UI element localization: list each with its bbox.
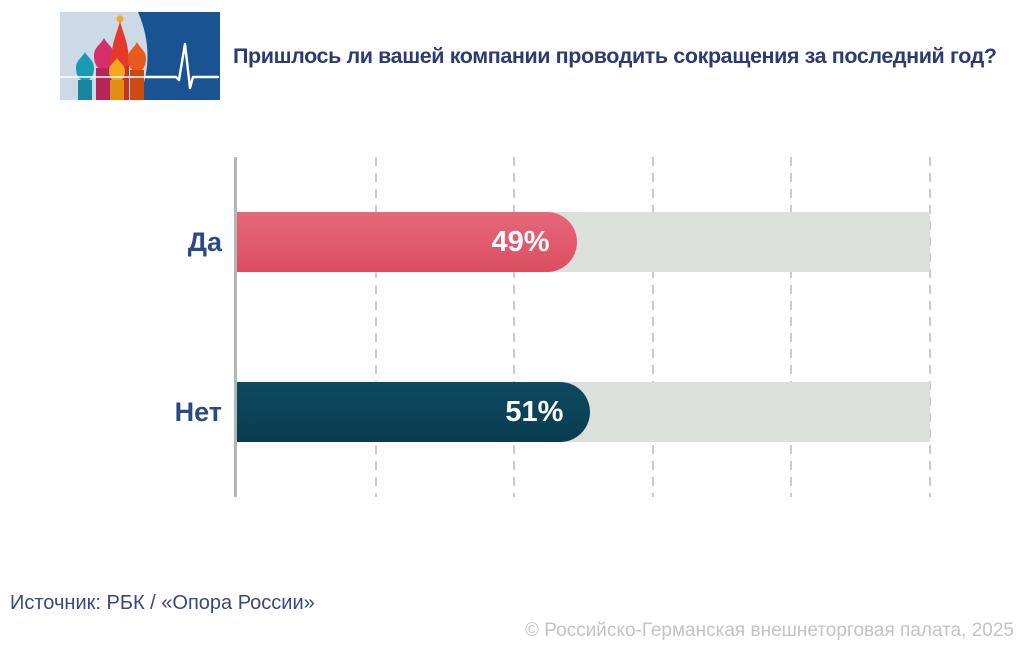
bar-fill: 49% [237,212,577,272]
cathedral-pulse-logo-graphic [60,12,220,100]
gridline [790,157,793,497]
y-axis-line [234,157,237,497]
source-text: Источник: РБК / «Опора России» [10,592,315,614]
gridline [651,157,654,497]
chart-title: Пришлось ли вашей компании проводить сок… [233,44,997,68]
value-label: 49% [491,226,550,258]
bar-row: Да 49% [188,212,930,272]
category-label: Нет [174,397,222,427]
bar-track: 51% [237,382,930,442]
category-label: Да [187,227,222,257]
copyright-text: © Российско-Германская внешнеторговая па… [525,620,1014,641]
bar-fill: 51% [237,382,591,442]
ahk-logo [60,12,220,100]
bar-row: Нет 51% [175,382,930,442]
bar-chart: Да 49% Нет 51% [175,157,931,497]
gridline [374,157,377,497]
bar-track: 49% [237,212,930,272]
gridline [513,157,516,497]
gridline [929,157,931,497]
value-label: 51% [505,396,564,428]
